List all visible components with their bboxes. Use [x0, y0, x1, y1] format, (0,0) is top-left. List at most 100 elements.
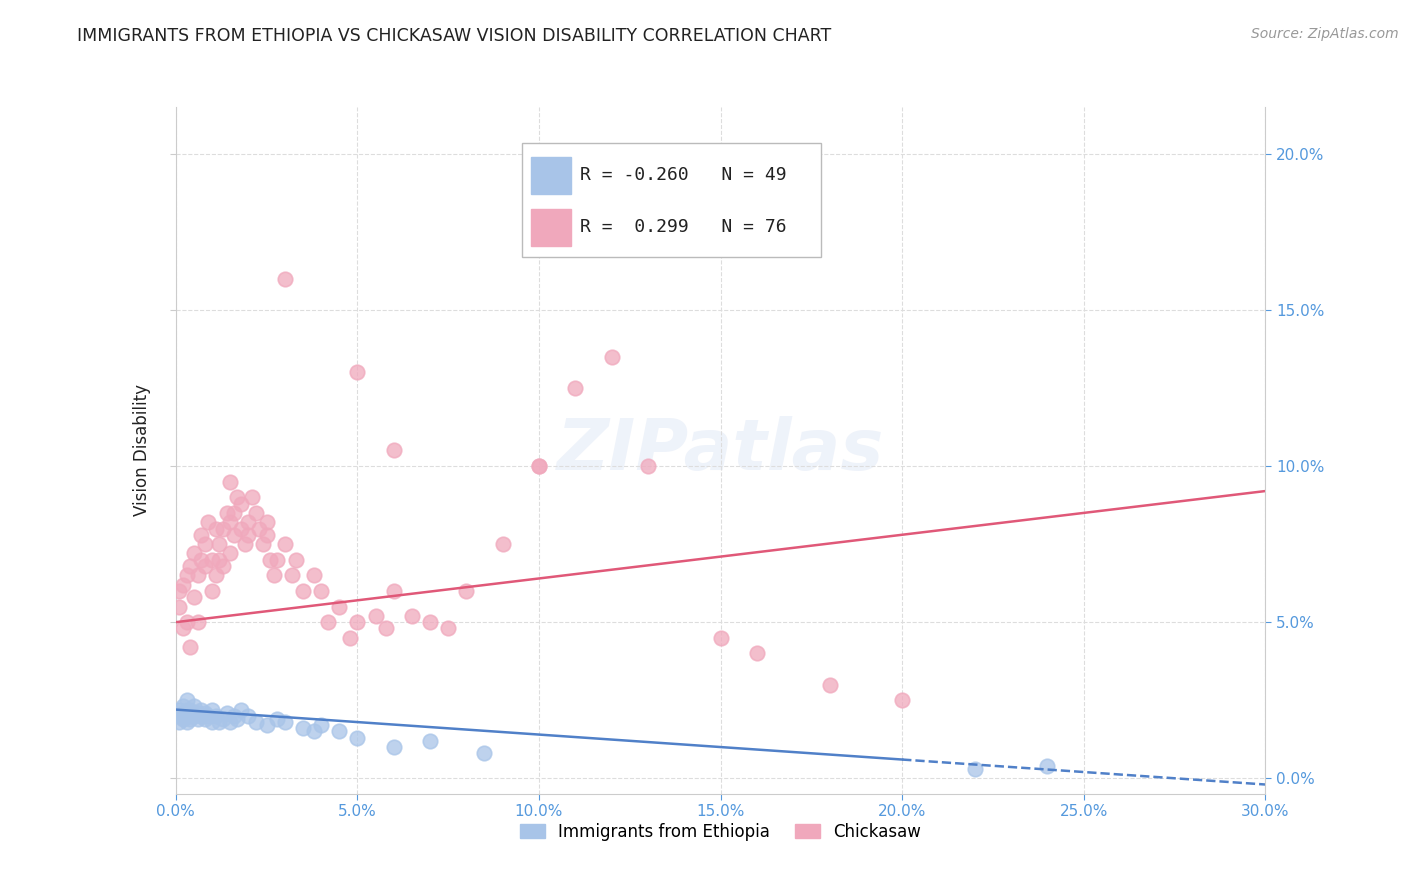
- Point: [226, 712, 249, 726]
- Point: [176, 703, 198, 717]
- Point: [456, 583, 478, 598]
- Point: [176, 708, 198, 723]
- Point: [238, 708, 260, 723]
- Point: [169, 703, 191, 717]
- Point: [222, 527, 245, 541]
- Point: [346, 615, 368, 630]
- Point: [219, 715, 242, 730]
- Point: [212, 558, 235, 573]
- Point: [284, 552, 307, 567]
- Point: [208, 537, 231, 551]
- Point: [176, 615, 198, 630]
- Point: [245, 506, 267, 520]
- Point: [197, 708, 219, 723]
- Point: [208, 552, 231, 567]
- Point: [179, 558, 201, 573]
- Point: [186, 712, 209, 726]
- Point: [183, 708, 205, 723]
- Point: [382, 443, 405, 458]
- Text: Source: ZipAtlas.com: Source: ZipAtlas.com: [1251, 27, 1399, 41]
- Point: [274, 715, 297, 730]
- Point: [169, 715, 191, 730]
- Point: [186, 706, 209, 720]
- Point: [891, 693, 914, 707]
- Point: [176, 715, 198, 730]
- Point: [346, 731, 368, 745]
- Legend: Immigrants from Ethiopia, Chickasaw: Immigrants from Ethiopia, Chickasaw: [513, 816, 928, 847]
- Point: [201, 715, 224, 730]
- Point: [245, 715, 267, 730]
- Point: [208, 715, 231, 730]
- Point: [212, 712, 235, 726]
- Point: [179, 640, 201, 655]
- Point: [186, 568, 209, 582]
- Point: [186, 615, 209, 630]
- Point: [274, 271, 297, 285]
- Point: [818, 678, 841, 692]
- Point: [256, 718, 278, 732]
- Point: [204, 708, 226, 723]
- Point: [238, 527, 260, 541]
- Point: [194, 537, 217, 551]
- Point: [172, 708, 194, 723]
- Point: [328, 724, 350, 739]
- Point: [302, 724, 325, 739]
- Point: [172, 712, 194, 726]
- Text: ZIPatlas: ZIPatlas: [557, 416, 884, 485]
- Point: [309, 718, 332, 732]
- Point: [190, 552, 212, 567]
- Point: [190, 703, 212, 717]
- Point: [183, 591, 205, 605]
- Point: [172, 699, 194, 714]
- Point: [1036, 758, 1059, 772]
- Point: [215, 706, 238, 720]
- Point: [302, 568, 325, 582]
- Point: [231, 496, 253, 510]
- Bar: [531, 209, 571, 246]
- Point: [169, 599, 191, 614]
- Point: [179, 712, 201, 726]
- Point: [437, 621, 460, 635]
- Point: [176, 693, 198, 707]
- Point: [194, 712, 217, 726]
- Point: [219, 515, 242, 529]
- Point: [474, 746, 496, 760]
- Point: [176, 568, 198, 582]
- Point: [190, 708, 212, 723]
- Point: [194, 706, 217, 720]
- Point: [201, 552, 224, 567]
- Point: [328, 599, 350, 614]
- FancyBboxPatch shape: [522, 143, 821, 257]
- Point: [252, 537, 274, 551]
- Y-axis label: Vision Disability: Vision Disability: [134, 384, 152, 516]
- Point: [238, 515, 260, 529]
- Point: [219, 546, 242, 561]
- Point: [204, 568, 226, 582]
- Point: [527, 458, 550, 473]
- Point: [172, 578, 194, 592]
- Point: [291, 583, 314, 598]
- Point: [266, 712, 288, 726]
- Point: [259, 552, 281, 567]
- Point: [172, 706, 194, 720]
- Point: [382, 740, 405, 755]
- Point: [197, 515, 219, 529]
- Point: [222, 708, 245, 723]
- Point: [222, 506, 245, 520]
- Point: [364, 608, 387, 623]
- Point: [179, 708, 201, 723]
- Point: [263, 568, 285, 582]
- Bar: [531, 157, 571, 194]
- Point: [183, 546, 205, 561]
- Point: [256, 515, 278, 529]
- Point: [375, 621, 398, 635]
- Point: [600, 350, 623, 364]
- Point: [963, 762, 986, 776]
- Point: [339, 631, 361, 645]
- Point: [233, 537, 256, 551]
- Point: [401, 608, 423, 623]
- Point: [318, 615, 340, 630]
- Point: [637, 458, 659, 473]
- Point: [219, 475, 242, 489]
- Point: [231, 703, 253, 717]
